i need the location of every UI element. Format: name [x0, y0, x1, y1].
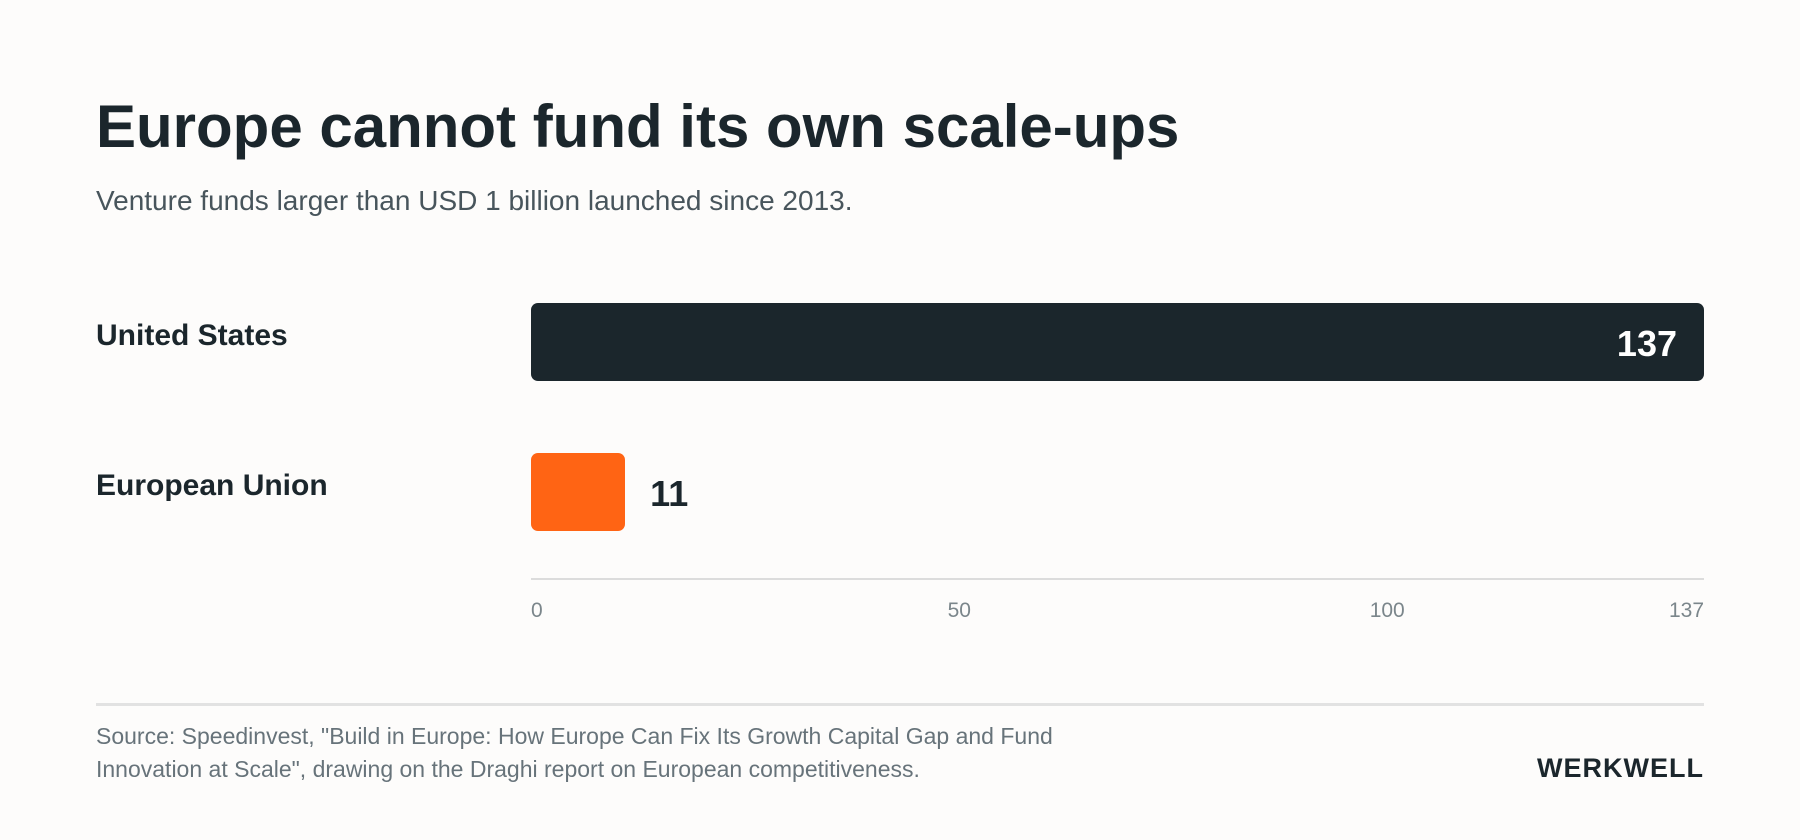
brand-logo: WERKWELL: [1537, 753, 1704, 783]
x-axis-line: [531, 578, 1704, 580]
data-label-european-union: 11: [650, 473, 689, 514]
x-tick-label-100: 100: [1369, 599, 1405, 622]
bar-united-states: [531, 303, 1704, 381]
source-note: Source: Speedinvest, "Build in Europe: H…: [96, 723, 1053, 782]
x-tick-label-0: 0: [531, 599, 543, 622]
bar-european-union: [531, 453, 626, 531]
x-tick-label-137: 137: [1669, 599, 1705, 622]
category-label-european-union: European Union: [96, 469, 328, 502]
chart-subtitle: Venture funds larger than USD 1 billion …: [96, 185, 853, 216]
category-label-united-states: United States: [96, 319, 288, 352]
data-label-united-states: 137: [1616, 323, 1677, 364]
footer-divider: [96, 703, 1704, 706]
x-tick-label-50: 50: [947, 599, 971, 622]
chart-title: Europe cannot fund its own scale-ups: [96, 93, 1180, 160]
